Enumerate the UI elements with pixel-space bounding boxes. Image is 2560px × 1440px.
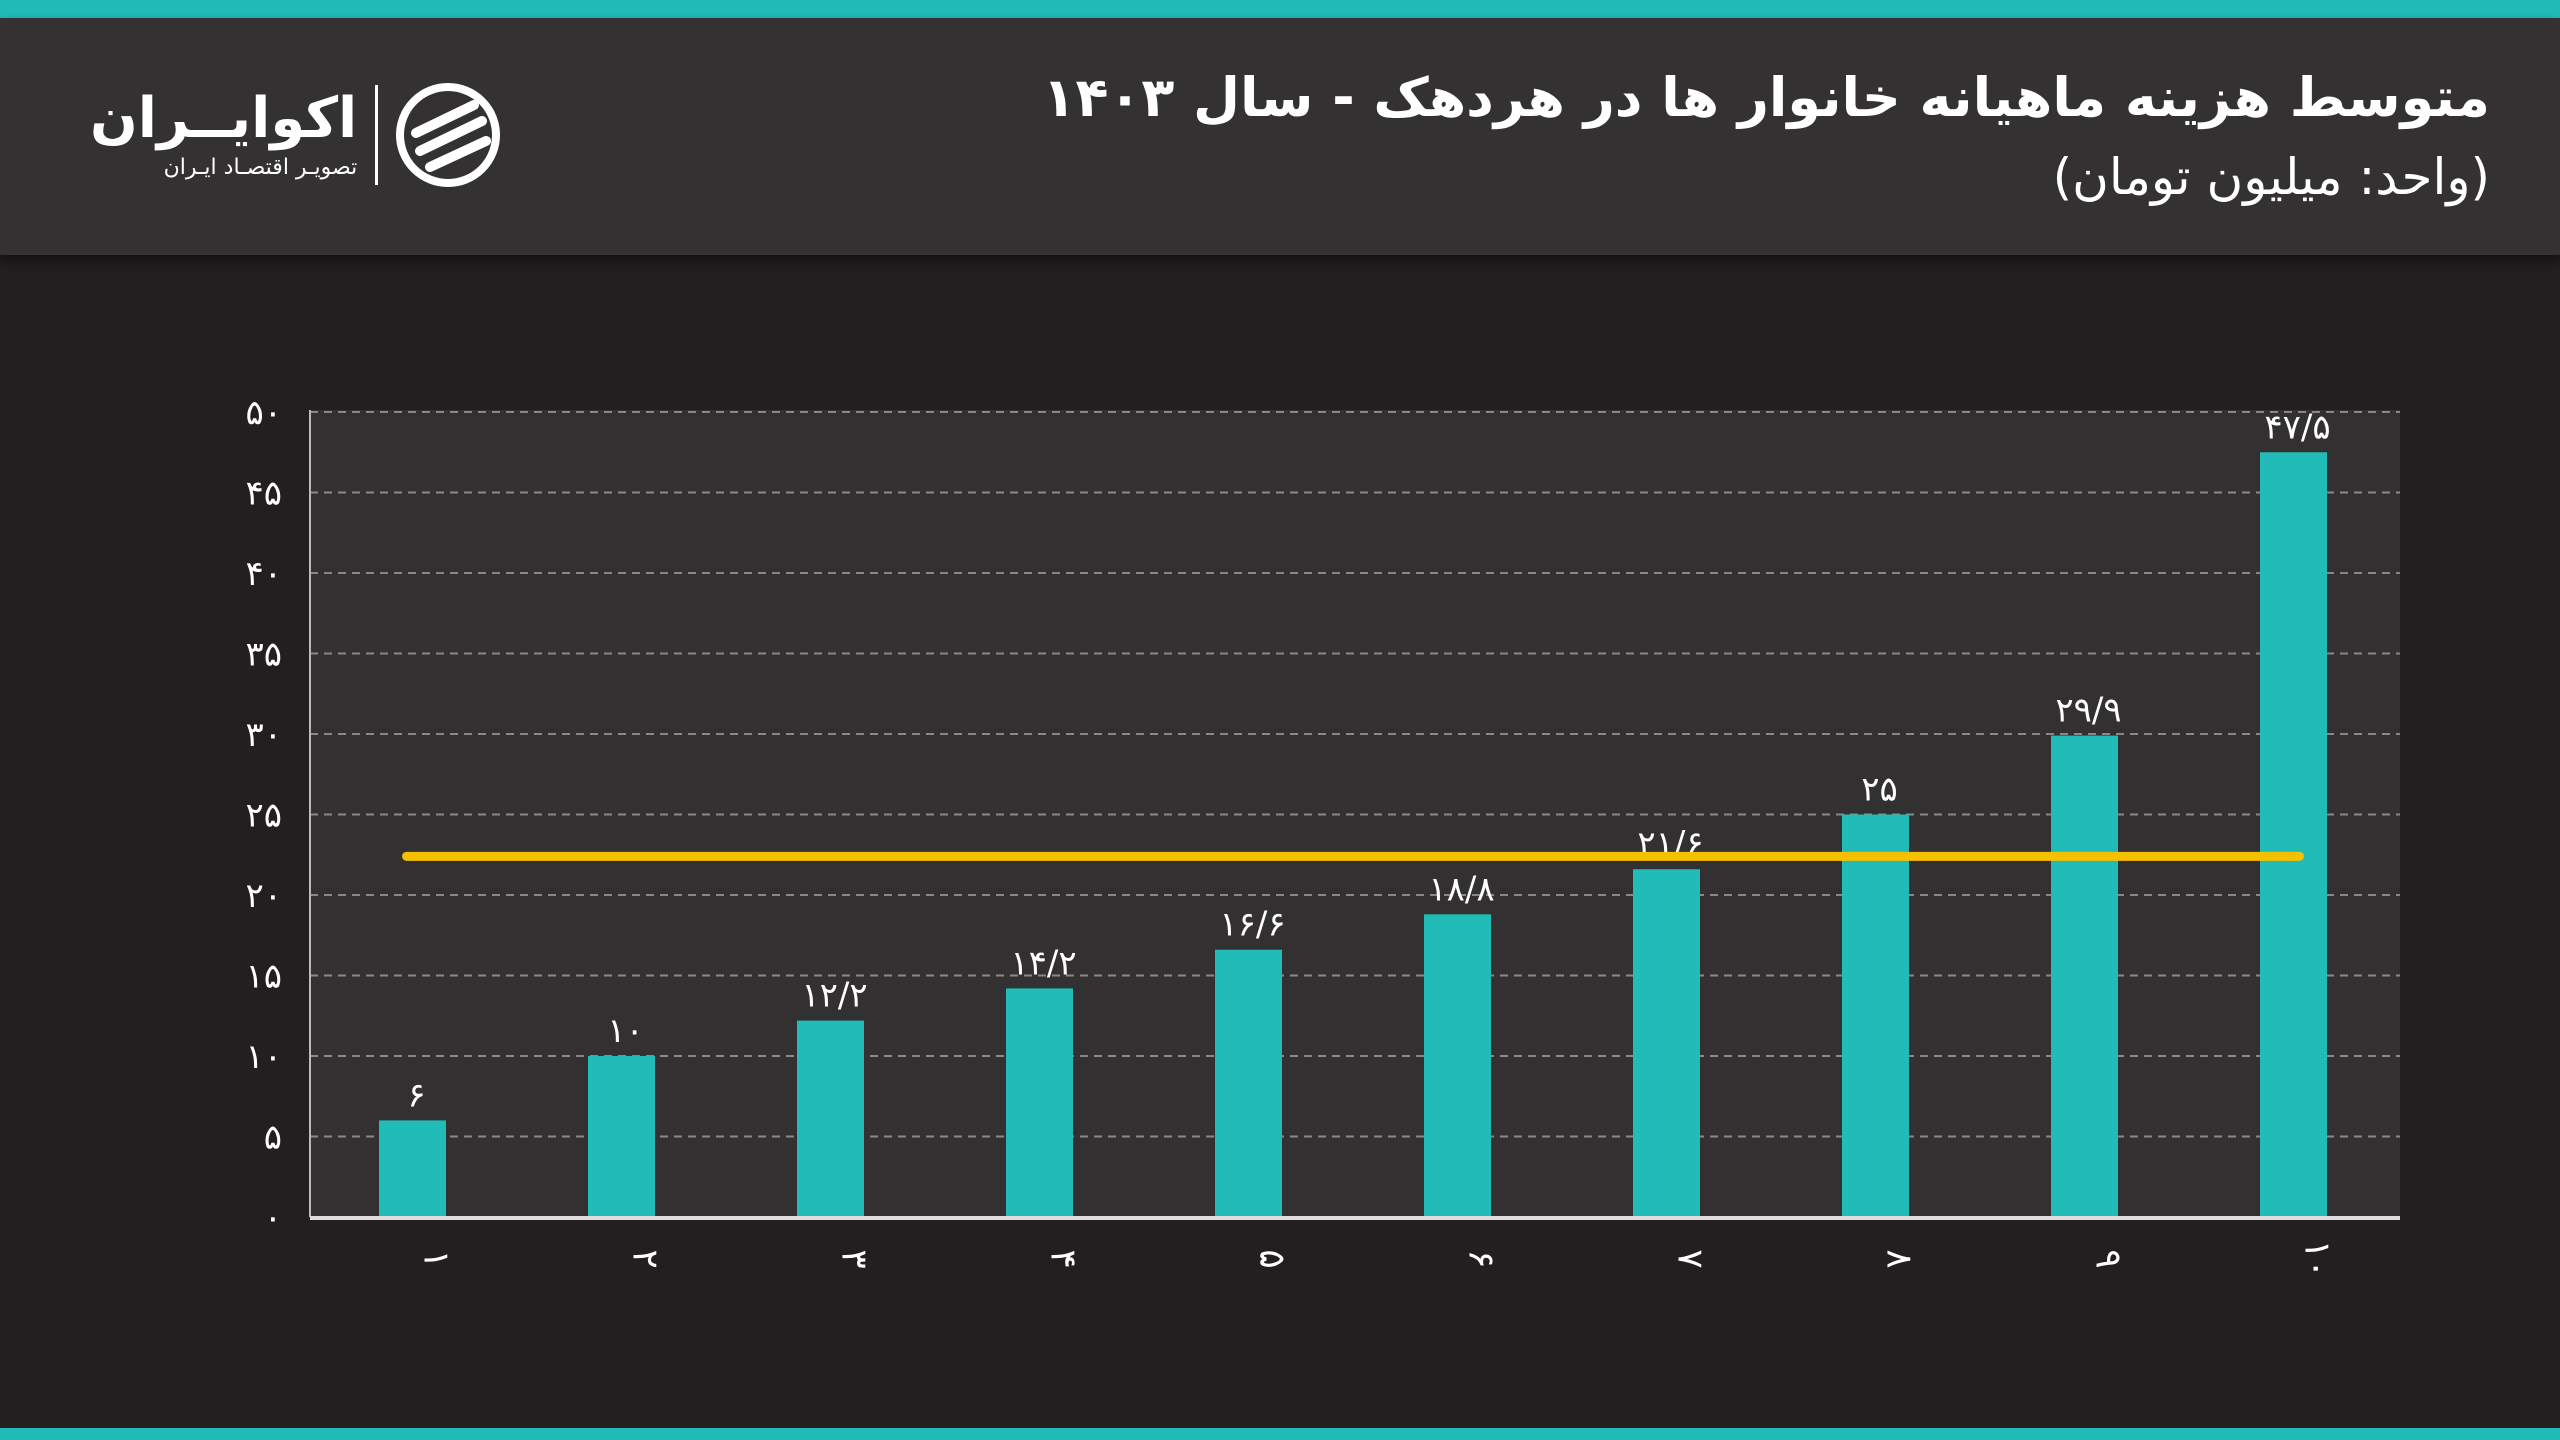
- data-label: ۱۲/۲: [801, 976, 867, 1016]
- data-label: ۱۴/۲: [1010, 943, 1076, 983]
- y-tick-label: ۲۰: [245, 876, 282, 916]
- y-tick-label: ۱۵: [245, 957, 282, 997]
- logo-divider: [375, 85, 379, 185]
- data-label: ۱۸/۸: [1428, 869, 1494, 909]
- data-label: ۱۶/۶: [1219, 905, 1285, 945]
- bar: [1424, 914, 1491, 1217]
- data-label: ۲۵: [1861, 770, 1898, 810]
- bar: [2051, 735, 2118, 1217]
- x-tick-label: ۵: [1252, 1249, 1293, 1268]
- bar: [1842, 814, 1909, 1217]
- y-tick-label: ۴۵: [245, 474, 282, 514]
- y-tick-label: ۱۰: [245, 1037, 282, 1077]
- x-tick-label: ۶: [1461, 1249, 1502, 1268]
- logo: اکوایــران تصویـر اقتصـاد ایـران: [90, 83, 501, 187]
- y-tick-label: ۵: [264, 1118, 282, 1158]
- x-tick-label: ۹: [2088, 1249, 2129, 1268]
- bar: [1006, 988, 1073, 1217]
- logo-name: اکوایــران: [90, 85, 358, 151]
- x-tick-label: ۸: [1879, 1249, 1920, 1268]
- y-tick-label: ۳۵: [245, 635, 282, 675]
- data-label: ۱۰: [607, 1011, 644, 1051]
- bar: [379, 1120, 446, 1217]
- chart-subtitle: (واحد: میلیون تومان): [2052, 148, 2490, 206]
- header: متوسط هزینه ماهیانه خانوار ها در هردهک -…: [0, 18, 2560, 255]
- x-tick-label: ۴: [1043, 1249, 1084, 1268]
- x-tick-label: ۱۰: [2297, 1240, 2338, 1279]
- x-tick-label: ۳: [834, 1249, 875, 1268]
- bar: [1215, 949, 1282, 1217]
- bar: [2260, 452, 2327, 1217]
- x-tick-label: ۱: [416, 1249, 457, 1268]
- data-label: ۲۹/۹: [2055, 691, 2121, 731]
- logo-tagline: تصویـر اقتصـاد ایـران: [163, 154, 358, 180]
- top-accent-bar: [0, 0, 2560, 18]
- logo-text: اکوایــران تصویـر اقتصـاد ایـران: [90, 85, 358, 180]
- bar: [1633, 869, 1700, 1217]
- bar: [588, 1056, 655, 1217]
- y-tick-label: ۴۰: [245, 554, 282, 594]
- y-tick-label: ۰: [264, 1198, 282, 1238]
- bottom-accent-bar: [0, 1428, 2560, 1440]
- chart-title: متوسط هزینه ماهیانه خانوار ها در هردهک -…: [1042, 66, 2490, 129]
- data-label: ۶: [407, 1075, 425, 1115]
- data-label: ۴۷/۵: [2264, 407, 2330, 447]
- y-tick-label: ۵۰: [245, 393, 282, 433]
- y-tick-label: ۲۵: [245, 796, 282, 836]
- logo-icon: [396, 83, 501, 187]
- x-tick-label: ۲: [625, 1249, 666, 1268]
- y-tick-label: ۳۰: [245, 715, 282, 755]
- bar: [797, 1020, 864, 1217]
- x-tick-label: ۷: [1670, 1249, 1711, 1268]
